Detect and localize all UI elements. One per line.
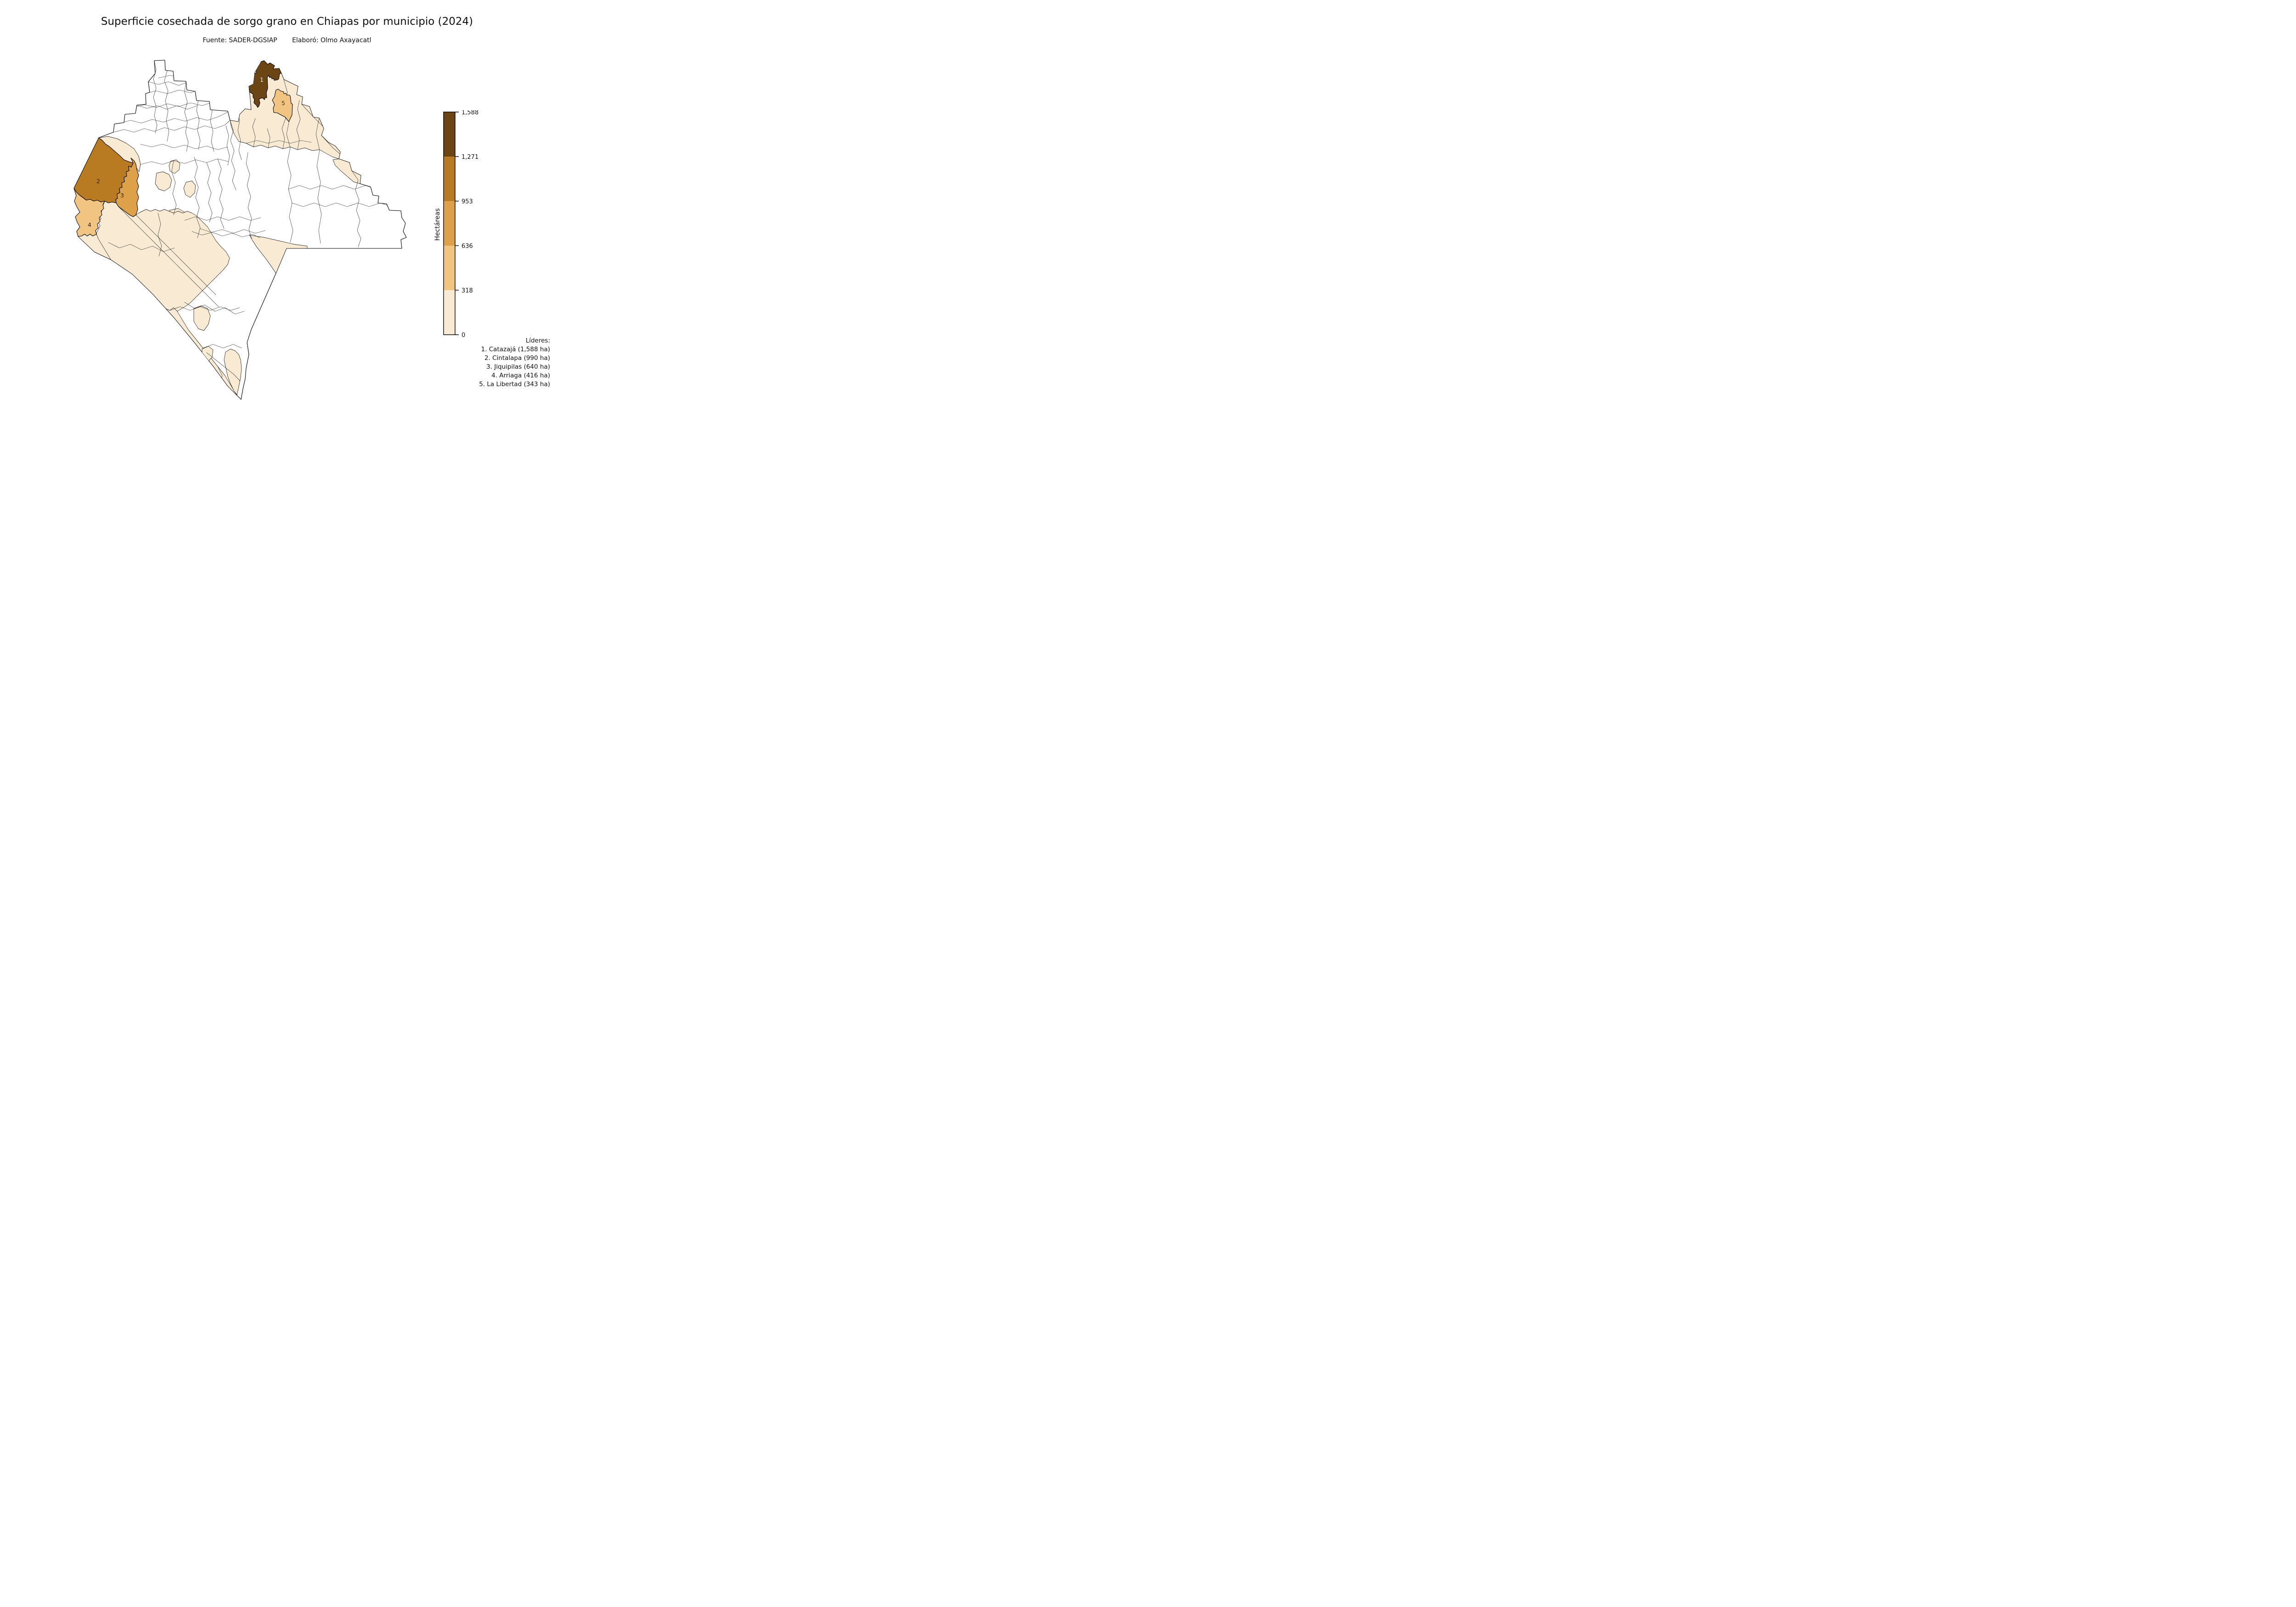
- colorbar: 1,588 1,271 953 636 318 0: [443, 110, 478, 339]
- map-label-catazaja: 1: [260, 76, 264, 83]
- leader-item-3: 3. Jiquipilas (640 ha): [486, 363, 550, 371]
- cream-area-south-1: [193, 305, 211, 331]
- colorbar-tick-0: 0: [461, 332, 465, 339]
- page-title: Superficie cosechada de sorgo grano en C…: [101, 16, 473, 28]
- colorbar-tick-953: 953: [461, 198, 473, 205]
- cream-area-northeast-band: [332, 158, 361, 184]
- map-label-cintalapa: 2: [96, 178, 100, 185]
- colorbar-segment-bin4: [444, 157, 455, 201]
- cream-area-near-tip: [224, 348, 242, 395]
- leaders-heading: Líderes:: [525, 337, 550, 344]
- map-label-arriaga: 4: [88, 221, 91, 228]
- cream-area-central-2: [169, 159, 180, 174]
- map-label-jiquipilas: 3: [120, 192, 124, 199]
- figure-canvas: Superficie cosechada de sorgo grano en C…: [0, 0, 574, 402]
- colorbar-tick-marks: [455, 112, 459, 335]
- subtitle: Fuente: SADER-DGSIAP Elaboró: Olmo Axaya…: [0, 37, 574, 44]
- map-label-la-libertad: 5: [281, 100, 285, 107]
- subtitle-author: Elaboró: Olmo Axayacatl: [292, 37, 371, 44]
- boundary-mesh-panhandle: [246, 100, 312, 150]
- cream-area-central-1: [155, 171, 172, 191]
- municipality-jiquipilas: [115, 157, 139, 217]
- colorbar-segment-bin1: [444, 290, 455, 335]
- colorbar-tick-318: 318: [461, 287, 473, 294]
- leader-item-5: 5. La Libertad (343 ha): [479, 381, 550, 388]
- municipality-la-libertad: [272, 89, 293, 122]
- map-rank-labels: 1 2 3 4 5: [88, 76, 285, 228]
- colorbar-segment-bin2: [444, 246, 455, 290]
- colorbar-tick-636: 636: [461, 243, 473, 250]
- boundary-mesh-central: [140, 120, 266, 239]
- colorbar-segments: [444, 112, 455, 335]
- leader-item-4: 4. Arriaga (416 ha): [491, 372, 550, 379]
- municipality-arriaga: [74, 188, 105, 237]
- cream-area-central-3: [183, 180, 196, 198]
- colorbar-tick-labels: 1,588 1,271 953 636 318 0: [461, 110, 478, 339]
- colorbar-tick-1271: 1,271: [461, 154, 478, 161]
- choropleth-map: 1 2 3 4 5: [73, 60, 407, 400]
- colorbar-segment-bin3: [444, 201, 455, 246]
- leader-item-2: 2. Cintalapa (990 ha): [484, 354, 550, 362]
- subtitle-source: Fuente: SADER-DGSIAP: [203, 37, 277, 44]
- colorbar-outline: [443, 112, 456, 335]
- leader-item-1: 1. Catazajá (1,588 ha): [481, 346, 550, 353]
- leaders-annotation: Líderes: 1. Catazajá (1,588 ha) 2. Cinta…: [479, 337, 550, 389]
- colorbar-tick-1588: 1,588: [461, 110, 478, 116]
- colorbar-segment-bin5: [444, 112, 455, 157]
- cream-area-se-border: [249, 235, 308, 274]
- colorbar-axis-label: Hectáreas: [434, 208, 441, 241]
